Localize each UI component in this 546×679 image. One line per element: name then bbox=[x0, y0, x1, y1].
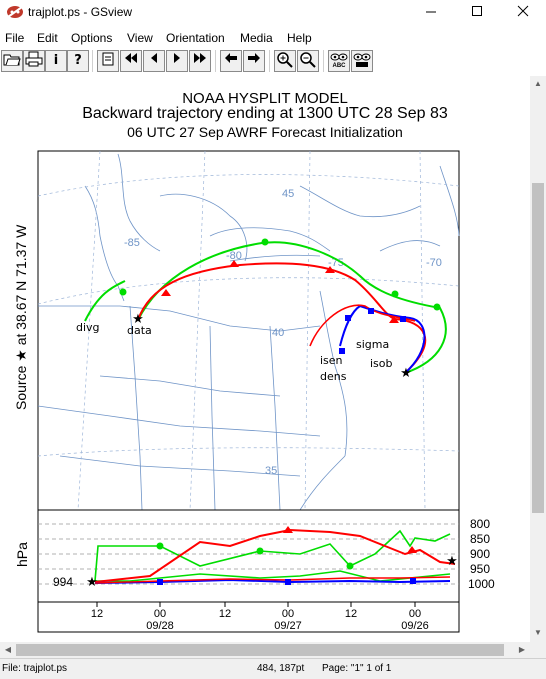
graticule bbox=[37, 150, 460, 511]
menu-help[interactable]: Help bbox=[287, 31, 312, 45]
lat-label-35: 35 bbox=[265, 465, 277, 477]
lon-label-70: -70 bbox=[426, 257, 442, 269]
scroll-down-icon[interactable]: ▼ bbox=[534, 628, 542, 637]
pressure-level-950: 950 bbox=[470, 562, 490, 576]
divg-label: divg bbox=[76, 321, 100, 334]
time-axis bbox=[37, 601, 460, 633]
pressure-level-1000: 1000 bbox=[468, 577, 495, 591]
previous-page-icon[interactable] bbox=[143, 50, 165, 72]
menu-options[interactable]: Options bbox=[71, 31, 113, 45]
data-source-star: ★ bbox=[132, 311, 144, 326]
toolbar-separator bbox=[215, 50, 216, 72]
trajectory-markers bbox=[119, 238, 441, 354]
pressure-start-star: ★ bbox=[86, 574, 98, 589]
divg-trajectory-line bbox=[137, 241, 447, 374]
pressure-level-800: 800 bbox=[470, 517, 490, 531]
forward-icon[interactable] bbox=[243, 50, 265, 72]
menu-bar: File Edit Options View Orientation Media… bbox=[0, 28, 546, 48]
data-label: data bbox=[127, 324, 152, 337]
data-pressure-line bbox=[94, 528, 456, 583]
horizontal-scroll-thumb[interactable] bbox=[16, 644, 504, 656]
time-hour-00a: 00 bbox=[154, 608, 166, 620]
isob-label: isob bbox=[370, 357, 393, 370]
lat-label-40: 40 bbox=[272, 327, 284, 339]
status-coords: 484, 187pt bbox=[257, 663, 305, 674]
scroll-left-icon[interactable]: ◀ bbox=[4, 645, 12, 654]
plot-title-initialization: 06 UTC 27 Sep AWRF Forecast Initializati… bbox=[127, 124, 403, 140]
toolbar-separator bbox=[269, 50, 270, 72]
sigma-label: sigma bbox=[356, 338, 389, 351]
magnify-abc-icon[interactable] bbox=[351, 50, 373, 72]
horizontal-scrollbar[interactable]: ◀ ▶ bbox=[0, 642, 530, 658]
pressure-level-900: 900 bbox=[470, 547, 490, 561]
last-page-icon[interactable] bbox=[189, 50, 211, 72]
first-page-icon[interactable] bbox=[120, 50, 142, 72]
time-hour-12c: 12 bbox=[345, 608, 357, 620]
toolbar-separator bbox=[323, 50, 324, 72]
lon-label-75: -75 bbox=[328, 257, 344, 269]
time-hour-12a: 12 bbox=[91, 608, 103, 620]
plot-title-model: NOAA HYSPLIT MODEL bbox=[182, 90, 348, 107]
window-title: trajplot.ps - GSview bbox=[28, 5, 133, 19]
divg-pressure-line bbox=[94, 529, 451, 582]
zoom-in-icon[interactable] bbox=[274, 50, 296, 72]
scroll-right-icon[interactable]: ▶ bbox=[518, 645, 526, 654]
scrollbar-corner bbox=[530, 642, 546, 658]
menu-edit[interactable]: Edit bbox=[37, 31, 58, 45]
time-hour-12b: 12 bbox=[219, 608, 231, 620]
menu-media[interactable]: Media bbox=[240, 31, 273, 45]
pressure-end-star: ★ bbox=[446, 553, 458, 568]
preview-abc-icon[interactable]: ABC bbox=[328, 50, 350, 72]
title-bar: trajplot.ps - GSview bbox=[0, 0, 546, 26]
time-date-0927: 09/27 bbox=[274, 620, 302, 632]
gsview-app-icon bbox=[6, 4, 24, 23]
back-icon[interactable] bbox=[220, 50, 242, 72]
time-ticks bbox=[96, 602, 416, 607]
lat-label-45: 45 bbox=[282, 188, 294, 200]
map-frame bbox=[37, 150, 460, 511]
time-hour-00c: 00 bbox=[409, 608, 421, 620]
lon-label-80: -80 bbox=[226, 250, 242, 262]
menu-file[interactable]: File bbox=[5, 31, 25, 45]
next-page-icon[interactable] bbox=[166, 50, 188, 72]
isen-label: isen bbox=[320, 354, 343, 367]
dens-trajectory-line bbox=[309, 304, 416, 347]
svg-text:ABC: ABC bbox=[333, 63, 347, 69]
maximize-button[interactable] bbox=[454, 0, 500, 26]
scroll-up-icon[interactable]: ▲ bbox=[534, 79, 542, 88]
status-file: File: trajplot.ps bbox=[2, 663, 68, 674]
info-icon[interactable]: i bbox=[45, 50, 67, 72]
document-view[interactable]: NOAA HYSPLIT MODEL Backward trajectory e… bbox=[0, 76, 530, 642]
status-bar: File: trajplot.ps 484, 187pt Page: "1" 1… bbox=[0, 658, 546, 679]
start-pressure-value: 994 bbox=[53, 575, 73, 589]
toolbar: i ? ABC bbox=[0, 50, 546, 74]
menu-view[interactable]: View bbox=[127, 31, 153, 45]
goto-page-icon[interactable] bbox=[97, 50, 119, 72]
print-icon[interactable] bbox=[23, 50, 45, 72]
divg-start-segment bbox=[84, 280, 126, 322]
data-trajectory-line bbox=[137, 262, 427, 374]
zoom-out-icon[interactable] bbox=[297, 50, 319, 72]
status-page: Page: "1" 1 of 1 bbox=[322, 663, 392, 674]
map-boundaries bbox=[37, 153, 460, 511]
toolbar-separator bbox=[92, 50, 93, 72]
menu-orientation[interactable]: Orientation bbox=[166, 31, 225, 45]
time-date-0926: 09/26 bbox=[401, 620, 429, 632]
time-hour-00b: 00 bbox=[282, 608, 294, 620]
lon-label-85: -85 bbox=[124, 237, 140, 249]
help-icon[interactable]: ? bbox=[67, 50, 89, 72]
pressure-markers bbox=[156, 526, 417, 585]
pressure-panel bbox=[37, 509, 460, 603]
time-date-0928: 09/28 bbox=[146, 620, 174, 632]
minimize-button[interactable] bbox=[408, 0, 454, 26]
vertical-scroll-thumb[interactable] bbox=[532, 183, 544, 513]
plot-title-trajectory: Backward trajectory ending at 1300 UTC 2… bbox=[82, 105, 448, 122]
close-button[interactable] bbox=[500, 0, 546, 26]
end-source-star: ★ bbox=[400, 365, 412, 380]
trajectory-plot: 45 40 35 -85 -80 -75 -70 ★ ★ divg d bbox=[37, 150, 495, 633]
open-icon[interactable] bbox=[1, 50, 23, 72]
pressure-level-850: 850 bbox=[470, 532, 490, 546]
vertical-scrollbar[interactable]: ▲ ▼ bbox=[530, 76, 546, 642]
dens-label: dens bbox=[320, 370, 347, 383]
